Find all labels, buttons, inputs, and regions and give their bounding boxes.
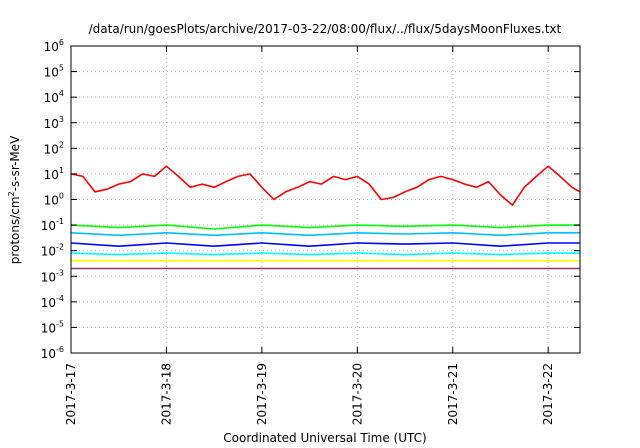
y-tick-label-base: 10	[41, 347, 56, 361]
y-tick-label-exponent: -2	[56, 243, 64, 252]
y-tick-label-base: 10	[44, 40, 59, 54]
y-tick-label-base: 10	[41, 219, 56, 233]
series-line-3	[70, 232, 580, 237]
y-tick-label-base: 10	[41, 321, 56, 335]
y-tick-label: 101	[44, 166, 64, 182]
series-line-1	[70, 165, 581, 206]
y-tick-label: 10-5	[41, 319, 64, 335]
ticks	[70, 45, 580, 354]
x-tick-label: 2017-3-21	[446, 363, 460, 425]
y-tick-label-base: 10	[44, 168, 59, 182]
y-tick-label-exponent: -6	[56, 345, 64, 354]
y-tick-label: 103	[44, 115, 64, 131]
chart-title: /data/run/goesPlots/archive/2017-03-22/0…	[89, 22, 562, 36]
series-line-4	[70, 242, 580, 247]
y-tick-label-exponent: 3	[59, 115, 64, 124]
y-tick-label-base: 10	[41, 296, 56, 310]
y-tick-label: 10-3	[41, 268, 64, 284]
y-tick-label-base: 10	[41, 270, 56, 284]
y-tick-label: 106	[44, 38, 64, 54]
x-tick-label: 2017-3-19	[255, 363, 269, 425]
y-tick-label-exponent: -3	[56, 268, 64, 277]
y-tick-label-exponent: 2	[59, 140, 64, 149]
y-tick-label: 10-6	[41, 345, 64, 361]
y-tick-label-exponent: 6	[59, 38, 64, 47]
x-tick-label: 2017-3-20	[350, 363, 364, 425]
series-line-5	[70, 252, 580, 256]
y-tick-label-exponent: 5	[59, 64, 64, 73]
y-axis-label-suffix: -s-sr-MeV	[8, 135, 22, 191]
y-tick-label-base: 10	[44, 66, 59, 80]
y-tick-label: 100	[44, 192, 64, 208]
y-tick-label-base: 10	[44, 142, 59, 156]
series-line-2	[70, 224, 580, 230]
y-tick-label-exponent: -1	[56, 217, 64, 226]
y-tick-labels: 10-610-510-410-310-210-11001011021031041…	[41, 38, 64, 361]
x-axis-label: Coordinated Universal Time (UTC)	[223, 431, 426, 445]
x-tick-label: 2017-3-17	[64, 363, 78, 425]
y-tick-label-exponent: 4	[59, 89, 64, 98]
y-axis-label-sup: 2	[7, 191, 16, 196]
y-tick-label-exponent: 1	[59, 166, 64, 175]
y-axis-label-prefix: protons/cm	[8, 196, 22, 264]
y-tick-label-base: 10	[41, 245, 56, 259]
grid	[71, 46, 580, 353]
x-tick-label: 2017-3-18	[159, 363, 173, 425]
y-tick-label: 10-2	[41, 243, 64, 259]
y-tick-label: 105	[44, 64, 64, 80]
y-tick-label-base: 10	[44, 117, 59, 131]
x-tick-label: 2017-3-22	[541, 363, 555, 425]
y-tick-label: 104	[44, 89, 64, 105]
y-tick-label: 10-1	[41, 217, 64, 233]
series-group	[70, 165, 581, 270]
y-tick-label-exponent: 0	[59, 192, 64, 201]
y-tick-label: 102	[44, 140, 64, 156]
y-axis-label: protons/cm2-s-sr-MeV	[7, 135, 22, 264]
y-tick-label-exponent: -4	[56, 294, 64, 303]
y-tick-label-base: 10	[44, 91, 59, 105]
y-tick-label: 10-4	[41, 294, 64, 310]
y-tick-label-base: 10	[44, 194, 59, 208]
x-tick-labels: 2017-3-17 2017-3-18 2017-3-19 2017-3-20 2017…	[64, 363, 555, 425]
y-tick-label-exponent: -5	[56, 319, 64, 328]
